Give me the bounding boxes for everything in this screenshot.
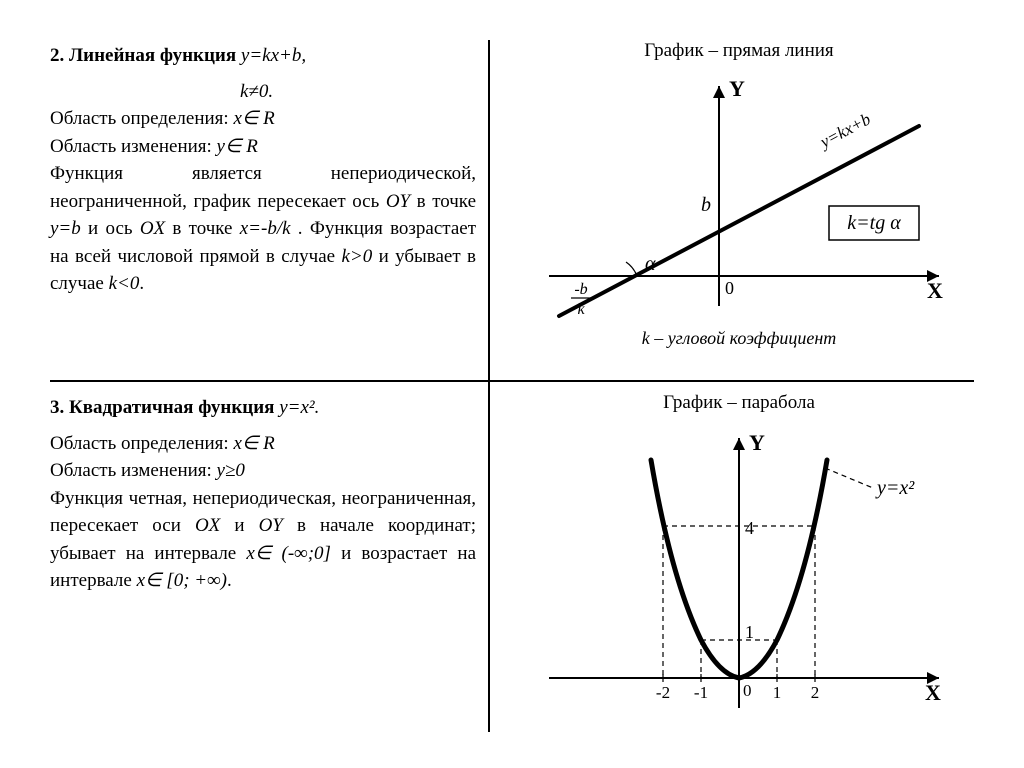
range-label: Область изменения: [50, 136, 212, 157]
quad-graph-panel: График – парабола [490, 382, 970, 732]
linear-body: Функция является непериодической, неогра… [50, 160, 476, 298]
y-axis-label: Y [729, 76, 745, 101]
linear-domain: Область определения: x∈ R [50, 105, 476, 133]
page: 2. Линейная функция y=kx+b, k≠0. Область… [0, 0, 1024, 768]
domain-val: x∈ R [233, 433, 274, 454]
quad-heading: 3. Квадратичная функция y=x². [50, 394, 476, 422]
range-val: y∈ R [217, 136, 258, 157]
intercept-b: b [701, 194, 711, 216]
svg-text:-b: -b [574, 281, 587, 298]
x-axis-label: X [925, 680, 941, 705]
heading-cond: k≠0. [50, 78, 476, 106]
heading-num: 3. [50, 397, 64, 418]
line-label: y=kx+b [815, 109, 873, 152]
linear-heading: 2. Линейная функция y=kx+b, [50, 42, 476, 70]
svg-text:k: k [577, 301, 585, 318]
origin-label: 0 [725, 278, 734, 298]
svg-text:1: 1 [773, 683, 782, 702]
quad-domain: Область определения: x∈ R [50, 430, 476, 458]
x-axis-label: X [927, 278, 943, 303]
row-linear: 2. Линейная функция y=kx+b, k≠0. Область… [50, 40, 974, 382]
svg-text:k=tg α: k=tg α [847, 212, 901, 234]
domain-label: Область определения: [50, 108, 229, 129]
quad-text-panel: 3. Квадратичная функция y=x². Область оп… [50, 382, 490, 732]
linear-graph: b α 0 -b k X Y y=kx+b [519, 66, 959, 326]
ytick-1: 1 [745, 622, 754, 642]
domain-val: x∈ R [233, 108, 274, 129]
curve-label: y=x² [875, 477, 915, 499]
heading-formula: y=kx+b, [241, 45, 306, 66]
linear-graph-panel: График – прямая линия b α 0 [490, 40, 970, 380]
boxed-formula: k=tg α [829, 206, 919, 240]
linear-caption: k – угловой коэффициент [508, 328, 970, 349]
linear-graph-title: График – прямая линия [508, 40, 970, 62]
axes [549, 86, 939, 306]
heading-num: 2. [50, 45, 64, 66]
range-val: y≥0 [217, 460, 245, 481]
angle-label: α [645, 253, 656, 275]
svg-text:2: 2 [811, 683, 820, 702]
quad-graph-title: График – парабола [508, 392, 970, 414]
domain-label: Область определения: [50, 433, 229, 454]
heading-text: Линейная функция [69, 45, 236, 66]
linear-range: Область изменения: y∈ R [50, 133, 476, 161]
heading-text: Квадратичная функция [69, 397, 274, 418]
svg-text:-1: -1 [694, 683, 708, 702]
heading-formula: y=x². [279, 397, 319, 418]
ytick-4: 4 [745, 518, 754, 538]
linear-text-panel: 2. Линейная функция y=kx+b, k≠0. Область… [50, 40, 490, 380]
y-axis-label: Y [749, 430, 765, 455]
quad-graph: y=x² 4 1 0 -2 -1 1 2 X [519, 418, 959, 718]
quad-range: Область изменения: y≥0 [50, 457, 476, 485]
quad-body: Функция четная, непериодическая, неогран… [50, 485, 476, 595]
origin-label: 0 [743, 681, 752, 700]
label-leader [825, 468, 873, 488]
row-quadratic: 3. Квадратичная функция y=x². Область оп… [50, 382, 974, 732]
range-label: Область изменения: [50, 460, 212, 481]
svg-text:-2: -2 [656, 683, 670, 702]
